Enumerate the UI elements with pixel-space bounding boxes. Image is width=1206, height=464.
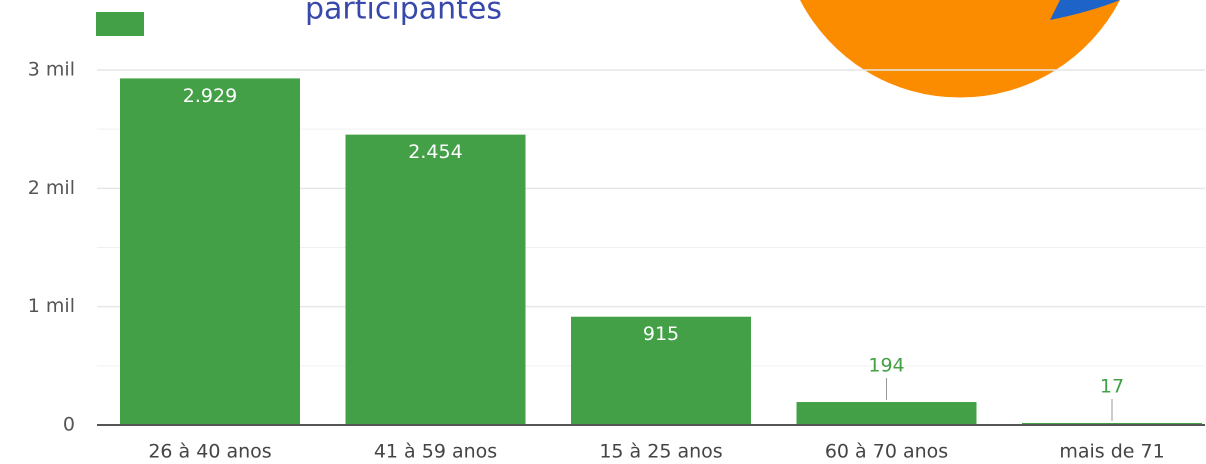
pie-slice bbox=[1050, 0, 1120, 20]
pie-slice bbox=[800, 0, 1120, 98]
data-label: 915 bbox=[643, 323, 679, 345]
x-tick-label: 26 à 40 anos bbox=[148, 441, 271, 463]
pie-fragment bbox=[800, 0, 1120, 98]
y-tick-label: 2 mil bbox=[28, 177, 75, 199]
data-label: 17 bbox=[1100, 375, 1124, 397]
x-tick-label: 15 à 25 anos bbox=[599, 441, 722, 463]
data-label: 2.929 bbox=[183, 85, 237, 107]
bar bbox=[345, 134, 526, 426]
data-label: 2.454 bbox=[408, 141, 462, 163]
bar bbox=[796, 402, 977, 425]
bar bbox=[1022, 422, 1202, 425]
x-tick-label: mais de 71 bbox=[1059, 441, 1164, 463]
bar bbox=[571, 316, 751, 425]
y-tick-label: 0 bbox=[63, 414, 75, 436]
chart-title: participantes bbox=[305, 0, 502, 27]
legend-swatch bbox=[96, 12, 144, 36]
x-tick-label: 60 à 70 anos bbox=[825, 441, 948, 463]
bar bbox=[120, 78, 300, 425]
y-tick-label: 3 mil bbox=[28, 59, 75, 81]
x-tick-label: 41 à 59 anos bbox=[374, 441, 497, 463]
y-tick-label: 1 mil bbox=[28, 295, 75, 317]
data-label: 194 bbox=[868, 355, 904, 377]
